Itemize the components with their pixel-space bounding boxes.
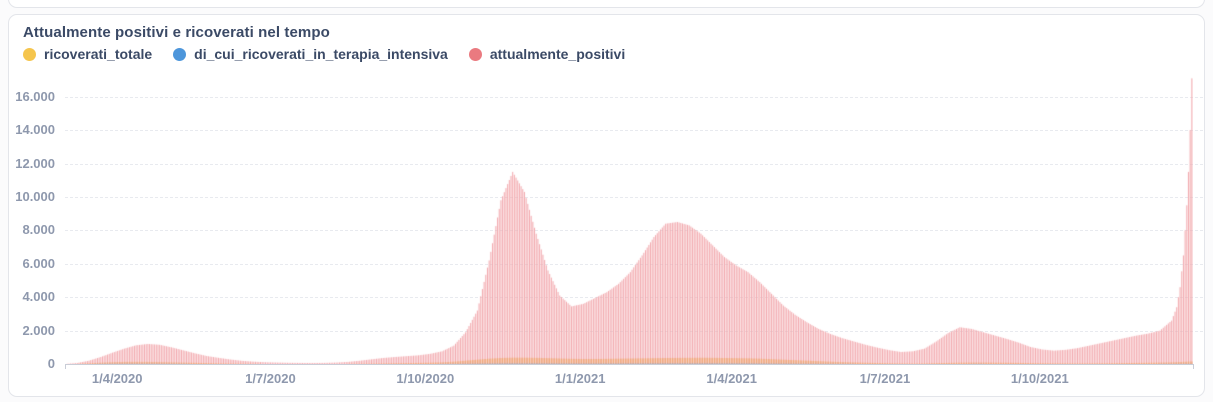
- x-tick-label-1/7/2020: 1/7/2020: [245, 371, 296, 386]
- x-tick-label-1/4/2020: 1/4/2020: [91, 371, 143, 386]
- legend-item-attualmente-positivi[interactable]: attualmente_positivi: [468, 46, 626, 62]
- y-tick-label-6.000: 6.000: [22, 255, 55, 271]
- y-tick-label-16.000: 16.000: [15, 88, 55, 104]
- y-tick-label-8.000: 8.000: [22, 222, 55, 238]
- y-tick-label-10.000: 10.000: [15, 188, 55, 204]
- x-axis-left-tick: [65, 364, 66, 369]
- x-tick-label-1/1/2021: 1/1/2021: [554, 371, 606, 386]
- legend-dot-ricoverati-totale-icon: [23, 47, 36, 61]
- x-tick-label-1/7/2021: 1/7/2021: [859, 371, 911, 386]
- y-tick-label-0: 0: [47, 356, 55, 371]
- chart-legend: ricoverati_totale di_cui_ricoverati_in_t…: [23, 46, 625, 62]
- y-tick-label-4.000: 4.000: [22, 289, 55, 305]
- legend-label-terapia-intensiva: di_cui_ricoverati_in_terapia_intensiva: [194, 46, 448, 62]
- legend-label-ricoverati-totale: ricoverati_totale: [44, 46, 153, 62]
- chart-title: Attualmente positivi e ricoverati nel te…: [23, 24, 330, 41]
- x-axis-line: [65, 364, 1194, 365]
- previous-card-edge: [8, 0, 1205, 8]
- y-tick-label-14.000: 14.000: [15, 122, 55, 138]
- y-tick-label-12.000: 12.000: [15, 155, 55, 171]
- x-tick-label-1/10/2020: 1/10/2020: [396, 371, 455, 386]
- legend-item-ricoverati-totale[interactable]: ricoverati_totale: [23, 46, 152, 62]
- legend-dot-attualmente-positivi-icon: [468, 47, 482, 61]
- chart-bars-canvas: [65, 70, 1193, 364]
- y-tick-label-2.000: 2.000: [22, 322, 55, 338]
- x-axis-right-tick: [1193, 364, 1194, 369]
- chart-plot-area[interactable]: [65, 70, 1203, 369]
- legend-dot-terapia-intensiva-icon: [173, 47, 187, 61]
- legend-item-terapia-intensiva[interactable]: di_cui_ricoverati_in_terapia_intensiva: [173, 46, 448, 62]
- chart-card: Attualmente positivi e ricoverati nel te…: [8, 14, 1205, 397]
- x-tick-label-1/10/2021: 1/10/2021: [1010, 371, 1069, 386]
- x-tick-label-1/4/2021: 1/4/2021: [706, 371, 757, 386]
- legend-label-attualmente-positivi: attualmente_positivi: [489, 46, 626, 62]
